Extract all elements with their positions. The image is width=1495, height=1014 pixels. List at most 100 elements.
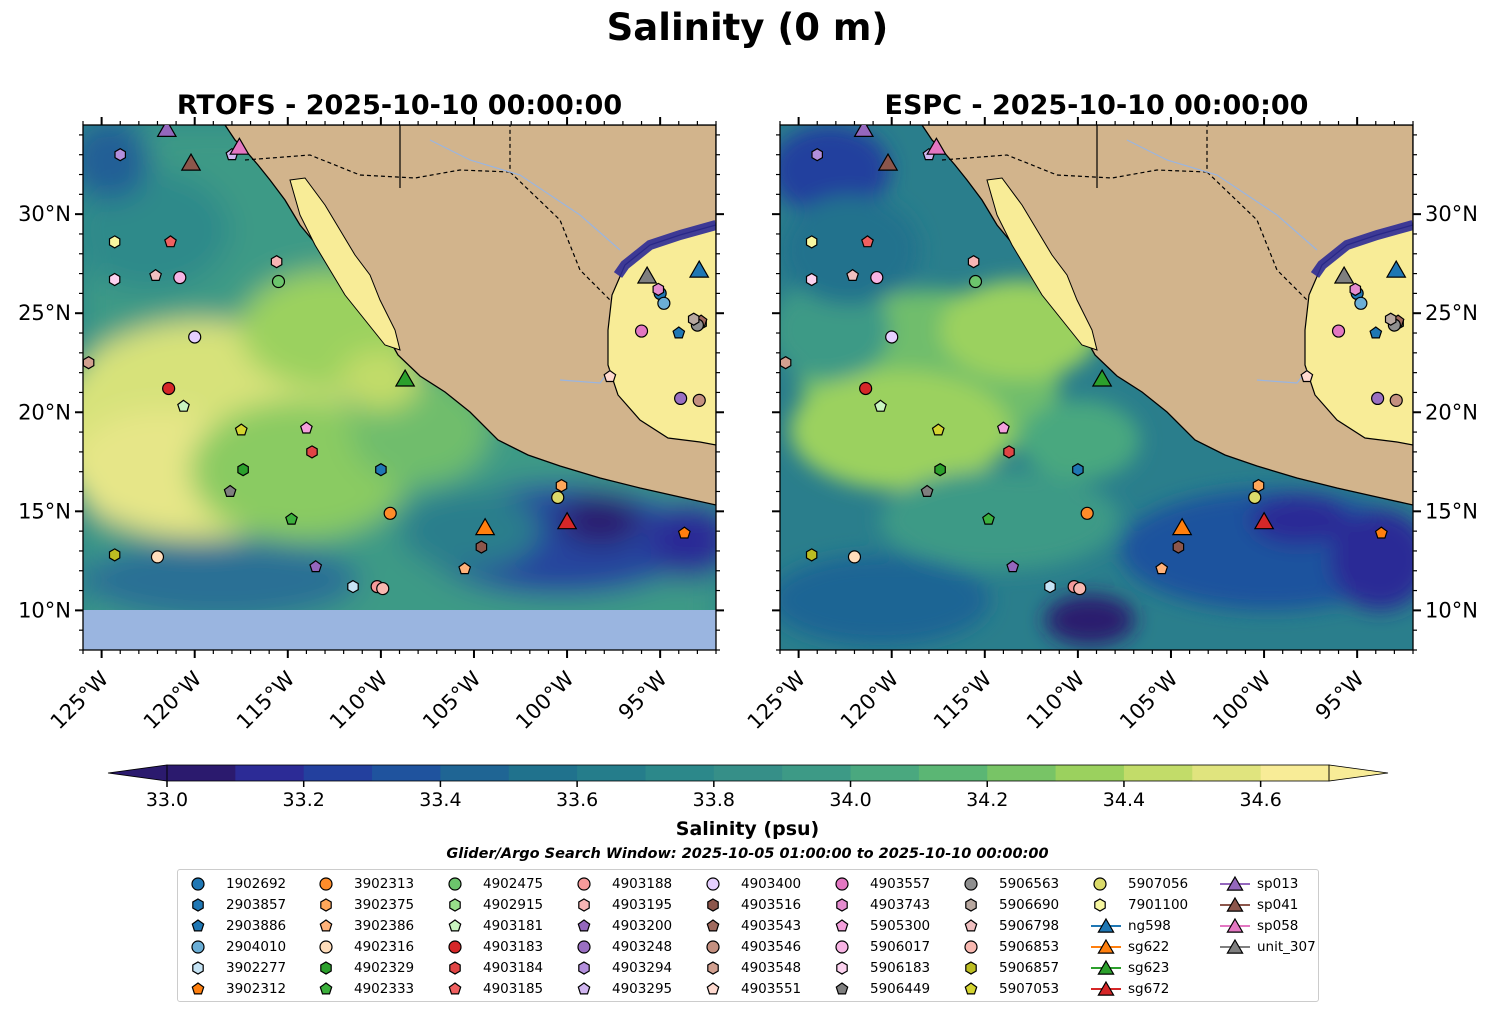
- legend-swatch: [706, 919, 720, 932]
- legend-label: ng598: [1128, 918, 1171, 934]
- legend-swatch: [964, 919, 978, 932]
- legend-marker: [448, 919, 462, 932]
- legend-label: 4903400: [741, 876, 802, 892]
- legend-item-3902277: 3902277: [188, 958, 286, 978]
- legend-swatch: [1091, 917, 1121, 933]
- colorbar-tick-label: 34.0: [829, 789, 871, 811]
- legend-item-1902692: 1902692: [188, 874, 286, 894]
- x-tick-label: 125°W: [743, 666, 811, 734]
- colorbar-segment: [850, 765, 920, 781]
- legend-item-4903248: 4903248: [574, 937, 672, 957]
- colorbar-segment: [303, 765, 373, 781]
- glider-sg672: [556, 511, 578, 530]
- argo-float-5906183: [108, 272, 121, 287]
- x-tick-label: 105°W: [1115, 666, 1183, 734]
- legend-swatch: [1093, 877, 1107, 891]
- legend-marker: [577, 940, 591, 954]
- x-tick-label: 105°W: [418, 666, 486, 734]
- argo-float-4902329: [934, 463, 946, 477]
- legend-label: 5906449: [870, 981, 931, 997]
- legend-item-5907053: 5907053: [961, 979, 1059, 999]
- legend-swatch: [707, 898, 719, 912]
- figure-canvas: 125°W 120°W 115°W 110°W 105°W 100°W 95°W 10°N 15…: [18, 117, 1478, 811]
- legend-marker: [706, 877, 720, 891]
- colorbar-segment: [782, 765, 852, 781]
- legend-swatch: [191, 940, 205, 954]
- y-tick-label: 15°N: [18, 499, 71, 523]
- map-rtofs: [83, 125, 716, 650]
- argo-float-4903546: [1389, 393, 1403, 407]
- argo-float-4903184: [1003, 445, 1015, 459]
- legend-item-5906183: 5906183: [832, 958, 930, 978]
- legend-swatch: [577, 982, 591, 995]
- legend-swatch: [964, 940, 978, 954]
- legend-marker: [706, 940, 720, 954]
- argo-float-4903184: [306, 445, 318, 459]
- legend-marker: [1097, 917, 1115, 933]
- colorbar-segment: [508, 765, 578, 781]
- x-tick-label: 95°W: [614, 666, 672, 724]
- colorbar-segment: [1055, 765, 1125, 781]
- argo-float-3902277: [347, 579, 359, 594]
- legend-swatch: [320, 898, 332, 912]
- legend-item-4902333: 4902333: [316, 979, 414, 999]
- legend-marker: [707, 898, 719, 912]
- legend: 1902692 2903857 2903886 2904010 3902277 39023…: [177, 869, 1319, 1002]
- argo-float-4902475: [271, 274, 286, 289]
- glider-unit_307: [636, 265, 658, 284]
- legend-swatch: [449, 961, 461, 975]
- glider-sp013: [156, 125, 178, 137]
- argo-float-4903248: [1371, 391, 1385, 405]
- colorbar-tick-label: 33.0: [146, 789, 188, 811]
- y-tick-label: 15°N: [1425, 499, 1478, 523]
- argo-float-3902277: [1044, 579, 1056, 594]
- colorbar-segment: [645, 765, 715, 781]
- argo-float-3902313: [383, 506, 397, 520]
- legend-marker: [319, 919, 333, 932]
- argo-float-4903181: [177, 399, 190, 412]
- legend-item-ng598: ng598: [1090, 916, 1171, 936]
- figure-title: Salinity (0 m): [606, 6, 889, 49]
- x-tick-label: 120°W: [836, 666, 904, 734]
- argo-float-4903183: [162, 381, 176, 396]
- legend-item-5906853: 5906853: [961, 937, 1059, 957]
- legend-marker: [1094, 898, 1106, 912]
- argo-float-4903248: [674, 391, 688, 405]
- legend-swatch: [191, 982, 205, 995]
- legend-swatch: [191, 919, 205, 932]
- legend-item-4903295: 4903295: [574, 979, 672, 999]
- legend-label: 5906563: [999, 876, 1060, 892]
- legend-marker: [320, 898, 332, 912]
- argo-float-5906449: [920, 484, 934, 497]
- legend-marker: [448, 877, 462, 891]
- x-tick-label: 110°W: [325, 666, 393, 734]
- legend-item-3902312: 3902312: [188, 979, 286, 999]
- map-espc: [780, 125, 1413, 650]
- legend-marker: [836, 898, 848, 912]
- legend-marker: [1097, 980, 1115, 996]
- argo-float-4903195: [967, 255, 980, 269]
- argo-float-3902375: [1252, 478, 1265, 493]
- legend-marker: [191, 940, 205, 954]
- legend-label: 4903551: [741, 981, 802, 997]
- legend-item-4903551: 4903551: [703, 979, 801, 999]
- legend-label: 5906690: [999, 897, 1060, 913]
- argo-float-4903548: [780, 356, 792, 370]
- legend-item-4903188: 4903188: [574, 874, 672, 894]
- glider-sp058: [229, 137, 250, 155]
- y-tick-label: 25°N: [1425, 301, 1478, 325]
- legend-marker: [320, 961, 332, 975]
- legend-item-4903743: 4903743: [832, 895, 930, 915]
- legend-label: 4903548: [741, 960, 802, 976]
- legend-marker: [191, 982, 205, 995]
- argo-float-5905300: [299, 421, 313, 434]
- legend-swatch: [1220, 938, 1250, 954]
- legend-item-4903200: 4903200: [574, 916, 672, 936]
- legend-swatch: [835, 919, 849, 932]
- legend-item-4903548: 4903548: [703, 958, 801, 978]
- legend-item-3902313: 3902313: [316, 874, 414, 894]
- legend-item-4903184: 4903184: [445, 958, 543, 978]
- legend-swatch: [964, 877, 978, 891]
- argo-float-4903546: [692, 393, 706, 407]
- y-tick-label: 10°N: [18, 598, 71, 622]
